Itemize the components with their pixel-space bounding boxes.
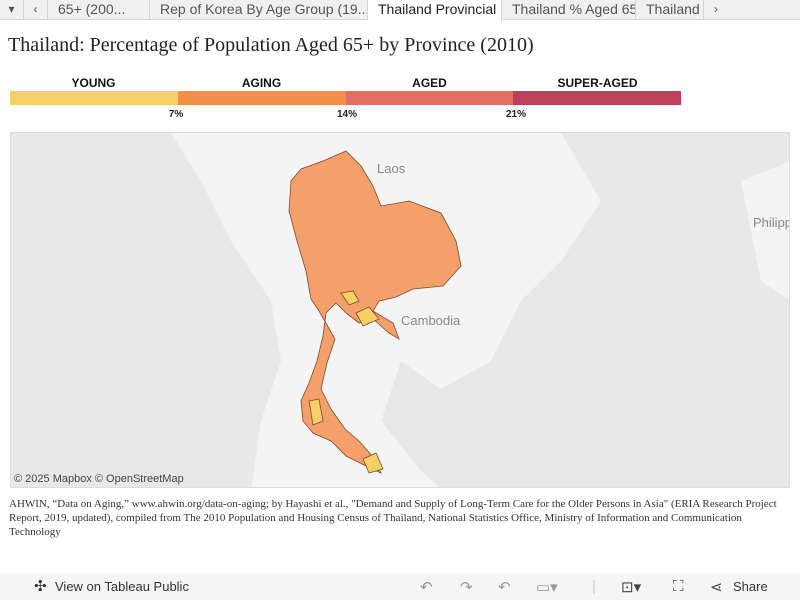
province-young [340,290,360,306]
map-label-philippines: Philipp [753,215,790,230]
land-east [741,161,789,300]
source-note: AHWIN, “Data on Aging,” www.ahwin.org/da… [9,498,777,538]
map-label-laos: Laos [377,161,406,176]
tab-0[interactable]: 65+ (200... [48,0,150,20]
legend-bar-super-aged [513,91,681,105]
tab-1[interactable]: Rep of Korea By Age Group (19... [150,0,368,20]
tableau-toolbar: ✣ View on Tableau Public ↶ ↷ ↶ ▭▾ | ⊡▾ ⛶… [0,573,800,600]
province-aging [288,150,462,474]
legend-bar-aging [177,91,346,105]
tab-3[interactable]: Thailand % Aged 65+ (2000-2... [502,0,636,20]
legend-tick-14: 14% [336,109,358,120]
revert-icon[interactable]: ↶ [498,579,511,596]
share-button[interactable]: Share [733,579,768,594]
tab-prev-button[interactable]: ‹ [24,0,48,20]
share-icon[interactable]: ⋖ [710,579,723,596]
legend-tick-7: 7% [168,109,184,120]
view-on-tableau-link[interactable]: View on Tableau Public [55,579,189,594]
land-mass [171,133,601,487]
download-icon[interactable]: ⊡▾ [621,579,642,596]
tab-4[interactable]: Thailand By [636,0,704,20]
sheet-tabs: ▾ ‹ 65+ (200... Rep of Korea By Age Grou… [0,0,800,21]
legend-label-aged: AGED [412,76,447,90]
legend-label-young: YOUNG [71,76,116,90]
map-canvas [171,133,789,487]
map-label-cambodia: Cambodia [401,313,461,328]
divider: | [592,578,596,595]
legend-bar-aged [345,91,514,105]
legend-label-super-aged: SUPER-AGED [557,76,638,90]
tab-2[interactable]: Thailand Provincial [368,0,502,21]
refresh-icon[interactable]: ▭▾ [536,579,558,596]
province-young [355,306,380,327]
legend-label-aging: AGING [241,76,282,90]
map-copyright[interactable]: © 2025 Mapbox © OpenStreetMap [14,473,184,485]
undo-icon[interactable]: ↶ [420,579,433,596]
legend-tick-21: 21% [505,109,527,120]
province-map[interactable]: Laos Cambodia Philipp © 2025 Mapbox © Op… [10,132,790,488]
page-title: Thailand: Percentage of Population Aged … [8,34,534,56]
legend-bar-young [10,91,178,105]
redo-icon[interactable]: ↷ [460,579,473,596]
province-young [362,452,384,474]
fullscreen-icon[interactable]: ⛶ [673,578,684,595]
tab-next-button[interactable]: › [714,2,718,16]
province-young [308,398,324,426]
tab-menu-button[interactable]: ▾ [0,0,24,20]
tableau-logo-icon: ✣ [34,578,47,595]
